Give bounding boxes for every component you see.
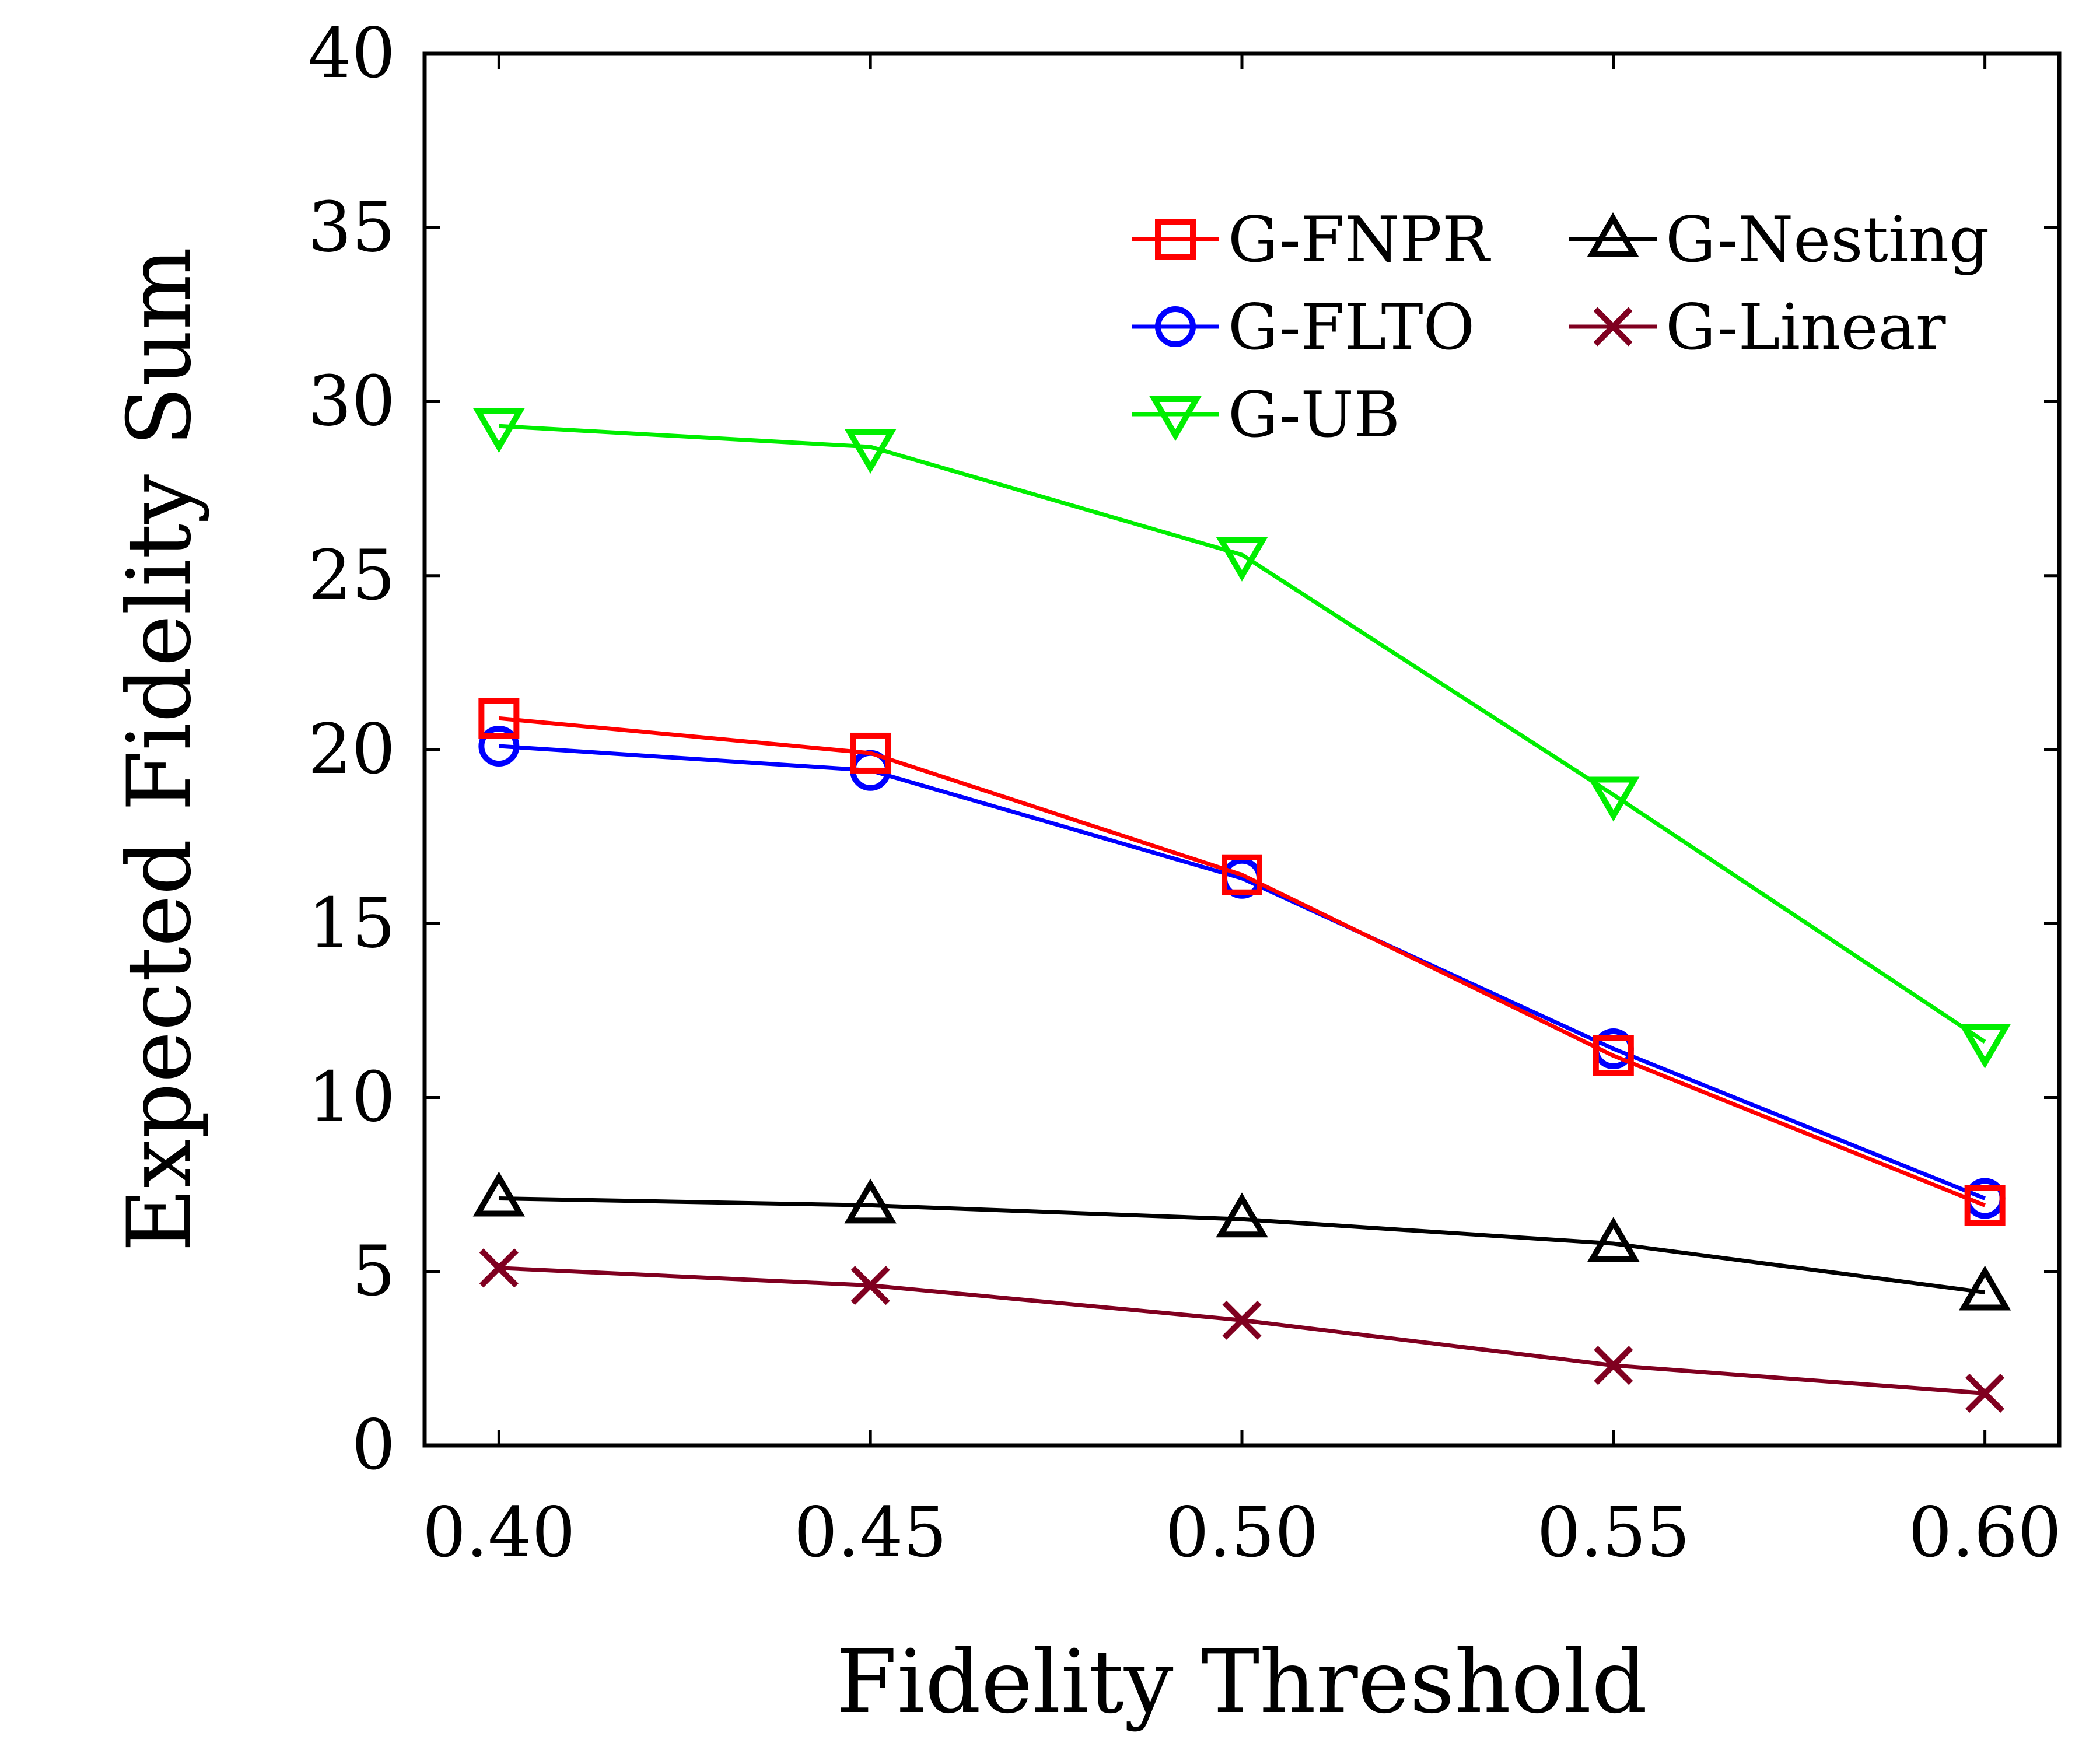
y-axis-label: Expected Fidelity Sum [109, 247, 211, 1252]
y-tick-label: 10 [308, 1057, 396, 1138]
data-point-g-fnpr [1964, 1185, 2006, 1226]
x-tick-label: 0.50 [1166, 1492, 1319, 1573]
legend-marker-g-linear [1593, 307, 1633, 346]
data-point-g-ub [473, 408, 526, 453]
plot-marks [473, 408, 2011, 1413]
x-tick-label: 0.60 [1908, 1492, 2062, 1573]
series-line-g-ub [499, 424, 1986, 1044]
data-point-g-linear [1222, 1300, 1262, 1340]
x-tick-label: 0.45 [794, 1492, 947, 1573]
data-point-g-linear-stroke-b [1965, 1373, 2005, 1413]
series-line-g-flto [499, 744, 1986, 1200]
y-tick-label: 30 [308, 361, 396, 442]
x-tick-label: 0.55 [1536, 1492, 1690, 1573]
y-tick-label: 40 [308, 13, 396, 93]
data-point-g-ub [1958, 1024, 2011, 1069]
series-g-fnpr [478, 698, 2006, 1226]
data-point-g-linear-stroke-b [1594, 1346, 1633, 1385]
legend-marker-g-ub [1149, 396, 1202, 441]
data-point-g-linear-stroke-b [479, 1248, 519, 1288]
y-tick-label: 0 [352, 1405, 396, 1485]
data-point-g-linear [1965, 1373, 2005, 1413]
legend-label: G-UB [1228, 379, 1400, 452]
data-point-g-ub [844, 429, 897, 474]
legend-label: G-FLTO [1228, 291, 1475, 364]
data-point-g-linear-stroke-b [1222, 1300, 1262, 1340]
data-point-g-fnpr [1222, 854, 1262, 895]
legend-label: G-Nesting [1665, 204, 1989, 276]
series-line-g-fnpr [499, 716, 1986, 1208]
legend-marker-g-linear-stroke-b [1593, 307, 1633, 346]
legend-item-g-flto: G-FLTO [1132, 291, 1475, 364]
data-point-g-nesting [1216, 1192, 1268, 1238]
series-g-linear [479, 1248, 2005, 1413]
y-tick-label: 35 [308, 187, 396, 267]
legend-item-g-nesting: G-Nesting [1569, 204, 1989, 276]
data-point-g-nesting [844, 1178, 897, 1224]
data-point-g-nesting [1587, 1217, 1640, 1262]
axis-ticks: 0 5 10 15 20 25 30 35 40 0.40 0.45 0.50 0.55 0.60 [308, 13, 2062, 1573]
data-point-g-fnpr [850, 732, 891, 774]
legend-item-g-fnpr: G-FNPR [1132, 204, 1491, 276]
data-point-g-linear [850, 1266, 890, 1306]
x-tick-label: 0.40 [422, 1492, 576, 1573]
x-axis-label: Fidelity Threshold [836, 1632, 1648, 1733]
series-line-g-nesting [499, 1196, 1986, 1295]
data-point-g-nesting [473, 1171, 526, 1217]
series-g-nesting [473, 1171, 2011, 1311]
data-point-g-fnpr [1592, 1035, 1634, 1076]
y-tick-label: 15 [308, 883, 396, 963]
legend-label: G-FNPR [1228, 204, 1491, 276]
legend-label: G-Linear [1665, 291, 1946, 364]
data-point-g-linear [1594, 1346, 1633, 1385]
data-point-g-linear [479, 1248, 519, 1288]
legend: G-FNPR G-FLTO G-UB G-Nesting G-Linear [1132, 204, 1989, 452]
data-point-g-linear-stroke-b [850, 1266, 890, 1306]
y-tick-label: 5 [352, 1231, 396, 1311]
data-point-g-ub [1216, 536, 1268, 582]
series-g-ub [473, 408, 2011, 1069]
legend-item-g-linear: G-Linear [1569, 291, 1946, 364]
legend-marker-g-flto [1155, 306, 1196, 347]
legend-marker-g-nesting [1587, 212, 1639, 257]
y-tick-label: 25 [308, 535, 396, 615]
data-point-g-ub [1587, 776, 1640, 822]
data-point-g-flto [478, 726, 520, 767]
data-point-g-fnpr [478, 698, 520, 739]
legend-item-g-ub: G-UB [1132, 379, 1400, 452]
data-point-g-nesting [1958, 1265, 2011, 1311]
y-tick-label: 20 [308, 709, 396, 789]
legend-marker-g-fnpr [1155, 219, 1196, 260]
